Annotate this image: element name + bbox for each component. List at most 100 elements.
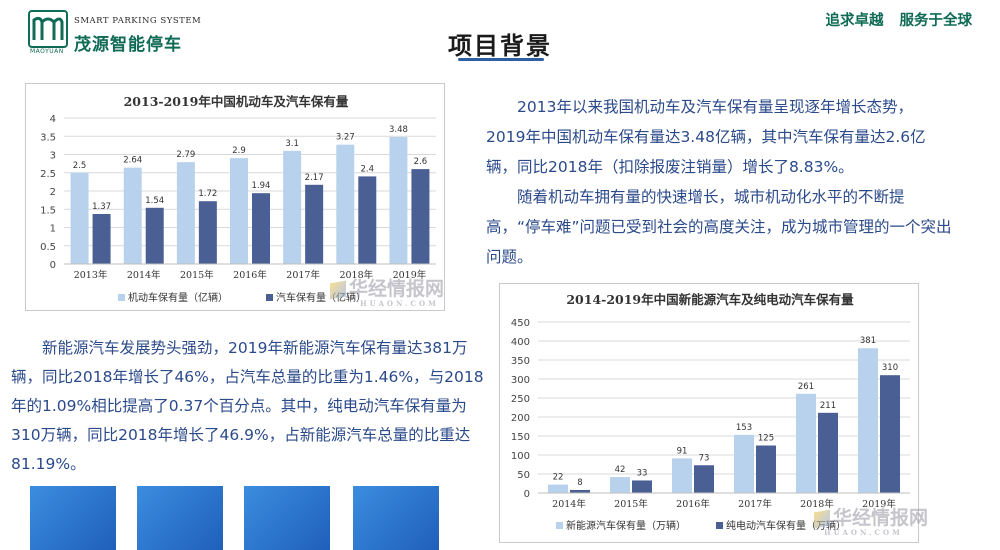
x-tick-label: 2018年	[339, 269, 373, 281]
bar-series-2	[305, 184, 324, 264]
x-tick-label: 2014年	[552, 498, 586, 510]
data-label: 2.5	[73, 161, 87, 171]
paragraph-vehicle-growth-text-2: 随着机动车拥有量的快速增长，城市机动化水平的不断提高，“停车难”问题已受到社会的…	[486, 188, 952, 266]
y-tick-label: 0	[50, 260, 56, 271]
y-tick-label: 200	[511, 413, 530, 424]
chart-title: 2013-2019年中国机动车及汽车保有量	[124, 94, 349, 109]
logo-english-name: SMART PARKING SYSTEM	[74, 16, 202, 26]
bar-series-2	[92, 213, 111, 264]
bar-series-1	[389, 136, 408, 264]
legend-label: 机动车保有量（亿辆）	[128, 291, 228, 304]
x-tick-label: 2016年	[233, 269, 267, 281]
x-tick-label: 2013年	[74, 269, 108, 281]
x-tick-label: 2019年	[393, 269, 427, 281]
chart-vehicle-ownership: 2013-2019年中国机动车及汽车保有量 0 0.5 1 1.5 2 2.5 3 3.5 4 2.…	[25, 83, 445, 311]
y-tick-label: 1.5	[40, 205, 56, 216]
data-label: 42	[615, 465, 626, 475]
x-tick-label: 2015年	[180, 269, 214, 281]
slogan-part-1: 追求卓越	[825, 13, 884, 29]
bar-series-1	[70, 172, 89, 264]
bar-series-1	[734, 434, 754, 493]
x-tick-label: 2016年	[676, 498, 710, 510]
company-logo: MAOYUAN SMART PARKING SYSTEM 茂源智能停车	[28, 8, 228, 58]
data-label: 1.54	[145, 196, 164, 206]
blue-tile-1	[30, 486, 116, 550]
x-tick-label: 2017年	[738, 498, 772, 510]
chart-new-energy-vehicles: 2014-2019年中国新能源汽车及纯电动汽车保有量 0 50 100 150 200 25…	[499, 283, 919, 543]
data-label: 2.9	[232, 146, 246, 156]
slogan: 追求卓越 服务于全球	[826, 9, 973, 30]
data-label: 125	[758, 434, 774, 444]
data-label: 2.4	[361, 164, 375, 174]
bar-series-2	[145, 207, 164, 264]
x-tick-label: 2014年	[127, 269, 161, 281]
legend-label: 新能源汽车保有量（万辆）	[566, 519, 686, 532]
blue-tile-4	[353, 486, 439, 550]
bar-series-2	[358, 176, 377, 264]
legend-label: 汽车保有量（亿辆）	[276, 291, 366, 304]
data-label: 3.1	[285, 139, 299, 149]
bar-series-2	[756, 445, 776, 493]
bar-series-1	[610, 477, 630, 493]
data-label: 2.79	[176, 150, 195, 160]
chart-title: 2014-2019年中国新能源汽车及纯电动汽车保有量	[566, 292, 854, 307]
paragraph-vehicle-growth-text-1: 2013年以来我国机动车及汽车保有量呈现逐年增长态势，2019年中国机动车保有量…	[486, 98, 926, 176]
paragraph-new-energy-text: 新能源汽车发展势头强劲，2019年新能源汽车保有量达381万辆，同比2018年增…	[11, 339, 484, 473]
data-label: 261	[798, 382, 814, 392]
bar-series-2	[632, 480, 652, 493]
x-tick-label: 2017年	[286, 269, 320, 281]
y-tick-label: 0	[524, 489, 530, 500]
data-label: 1.72	[198, 189, 217, 199]
logo-chinese-name: 茂源智能停车	[74, 35, 182, 55]
y-tick-label: 450	[511, 318, 530, 329]
data-label: 22	[553, 473, 564, 483]
y-tick-label: 1	[50, 224, 56, 235]
data-label: 91	[677, 446, 688, 456]
title-underline	[458, 58, 544, 61]
bar-series-1	[176, 162, 195, 264]
x-tick-label: 2019年	[862, 498, 896, 510]
data-label: 2.6	[414, 157, 428, 167]
blue-tile-3	[244, 486, 330, 550]
data-label: 33	[637, 468, 648, 478]
chart-vehicle-ownership-svg: 2013-2019年中国机动车及汽车保有量 0 0.5 1 1.5 2 2.5 3 3.5 4 2.…	[40, 94, 436, 304]
page-title: 项目背景	[448, 32, 552, 60]
y-tick-label: 3	[50, 151, 56, 162]
data-label: 8	[577, 478, 582, 488]
y-tick-label: 0.5	[40, 242, 56, 253]
y-tick-label: 50	[517, 470, 530, 481]
bar-series-2	[694, 465, 714, 493]
y-tick-label: 3.5	[40, 132, 56, 143]
y-tick-label: 4	[50, 114, 56, 125]
y-tick-label: 100	[511, 451, 530, 462]
data-label: 2.64	[123, 156, 142, 166]
bar-series-2	[818, 412, 838, 493]
bar-series-2	[411, 169, 430, 264]
data-label: 2.17	[305, 173, 324, 183]
legend-swatch	[556, 522, 563, 529]
data-label: 381	[860, 336, 876, 346]
paragraph-vehicle-growth: 2013年以来我国机动车及汽车保有量呈现逐年增长态势，2019年中国机动车保有量…	[486, 92, 952, 272]
y-tick-label: 350	[511, 356, 530, 367]
data-label: 153	[736, 423, 752, 433]
y-tick-label: 300	[511, 375, 530, 386]
data-label: 211	[820, 401, 836, 411]
bar-series-1	[336, 144, 355, 264]
blue-tile-2	[137, 486, 223, 550]
bar-series-1	[548, 484, 568, 493]
y-tick-label: 2.5	[40, 169, 56, 180]
bar-series-2	[570, 489, 590, 493]
bar-series-2	[880, 375, 900, 493]
legend-swatch	[716, 522, 723, 529]
logo-mark-icon	[28, 10, 68, 48]
data-label: 1.94	[252, 181, 271, 191]
data-label: 1.37	[92, 202, 111, 212]
legend-swatch	[266, 294, 273, 301]
y-tick-label: 250	[511, 394, 530, 405]
data-label: 3.27	[336, 133, 355, 143]
data-label: 310	[882, 363, 898, 373]
y-tick-label: 400	[511, 337, 530, 348]
bar-series-1	[858, 348, 878, 493]
bar-series-1	[796, 393, 816, 493]
bar-series-1	[283, 150, 302, 264]
